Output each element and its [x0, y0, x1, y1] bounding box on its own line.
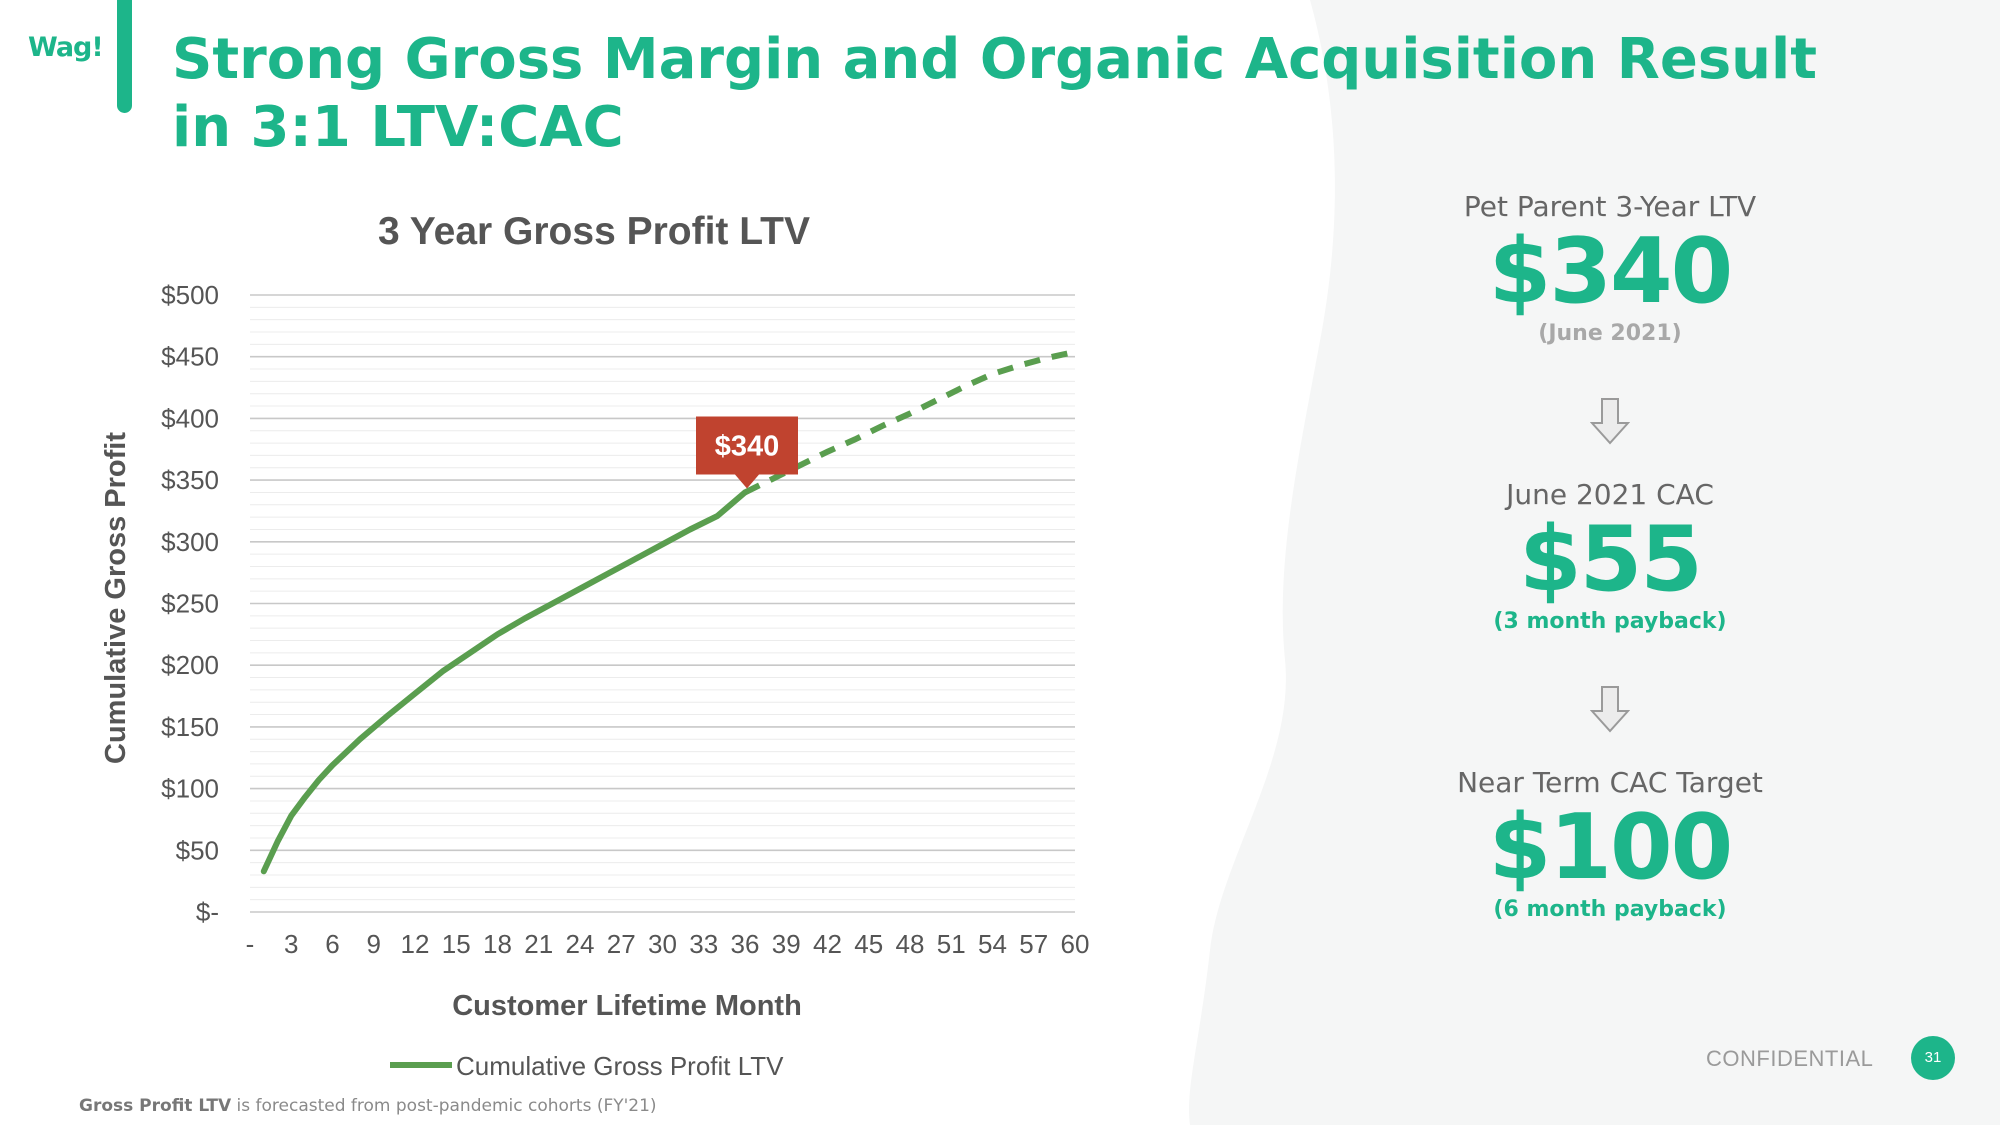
y-tick-label: $250: [161, 589, 219, 619]
wag-logo: Wag!: [28, 32, 104, 63]
y-tick-label: $200: [161, 650, 219, 680]
chart-legend: Cumulative Gross Profit LTV: [390, 1051, 784, 1081]
kpi-ltv: Pet Parent 3-Year LTV $340 (June 2021): [1410, 190, 1810, 348]
confidential-label: CONFIDENTIAL: [1706, 1046, 1874, 1071]
x-tick-label: 3: [284, 929, 298, 959]
x-tick-label: 36: [731, 929, 760, 959]
footnote: Gross Profit LTV is forecasted from post…: [79, 1096, 657, 1116]
kpi-target-note: (6 month payback): [1493, 897, 1727, 922]
x-tick-label: 54: [978, 929, 1007, 959]
x-tick-label: 18: [483, 929, 512, 959]
annotation-label: $340: [715, 430, 780, 462]
x-tick-label: 33: [689, 929, 718, 959]
legend-label: Cumulative Gross Profit LTV: [456, 1051, 784, 1081]
kpi-target-label: Near Term CAC Target: [1457, 766, 1763, 799]
y-tick-label: $50: [176, 835, 219, 865]
footnote-bold: Gross Profit LTV: [79, 1096, 232, 1116]
kpi-cac-label: June 2021 CAC: [1506, 478, 1714, 511]
x-axis-label: Customer Lifetime Month: [452, 990, 802, 1022]
x-tick-label: -: [246, 929, 255, 959]
x-tick-label: 51: [937, 929, 966, 959]
y-axis-label: Cumulative Gross Profit: [100, 432, 132, 764]
down-arrow-icon: [1590, 398, 1630, 445]
x-tick-label: 21: [524, 929, 553, 959]
y-tick-label: $400: [161, 403, 219, 433]
kpi-ltv-value: $340: [1488, 219, 1734, 324]
x-tick-label: 6: [325, 929, 339, 959]
kpi-target-value: $100: [1488, 795, 1734, 900]
title-accent-bar: [117, 0, 132, 113]
kpi-ltv-label: Pet Parent 3-Year LTV: [1463, 190, 1757, 223]
footnote-text: is forecasted from post-pandemic cohorts…: [231, 1096, 657, 1116]
x-tick-label: 39: [772, 929, 801, 959]
x-tick-label: 45: [854, 929, 883, 959]
y-tick-label: $350: [161, 465, 219, 495]
ltv-line-chart: 3 Year Gross Profit LTV $- $50 $100 $150 $20…: [100, 210, 1090, 1081]
x-tick-label: 42: [813, 929, 842, 959]
x-tick-label: 60: [1061, 929, 1090, 959]
x-tick-label: 12: [401, 929, 430, 959]
x-tick-label: 15: [442, 929, 471, 959]
y-tick-label: $300: [161, 527, 219, 557]
x-tick-label: 9: [367, 929, 381, 959]
x-tick-label: 27: [607, 929, 636, 959]
y-tick-label: $150: [161, 712, 219, 742]
y-tick-label: $-: [196, 897, 219, 927]
x-tick-label: 48: [896, 929, 925, 959]
x-tick-label: 30: [648, 929, 677, 959]
slide-title: Strong Gross Margin and Organic Acquisit…: [172, 27, 1817, 160]
x-tick-label: 57: [1019, 929, 1048, 959]
y-tick-label: $100: [161, 774, 219, 804]
page-number-badge: 31: [1911, 1036, 1955, 1080]
annotation-callout: [696, 416, 798, 489]
series-line-forecast: [743, 348, 1076, 496]
down-arrow-icon: [1590, 686, 1630, 733]
chart-title: 3 Year Gross Profit LTV: [378, 210, 810, 253]
kpi-cac-value: $55: [1519, 507, 1703, 612]
kpi-ltv-note: (June 2021): [1538, 321, 1682, 346]
series-line-actual: [260, 489, 748, 875]
x-tick-label: 24: [566, 929, 595, 959]
kpi-cac-note: (3 month payback): [1493, 609, 1727, 634]
kpi-cac-target: Near Term CAC Target $100 (6 month payba…: [1410, 766, 1810, 924]
y-tick-label: $500: [161, 280, 219, 310]
kpi-cac: June 2021 CAC $55 (3 month payback): [1410, 478, 1810, 636]
y-tick-label: $450: [161, 342, 219, 372]
